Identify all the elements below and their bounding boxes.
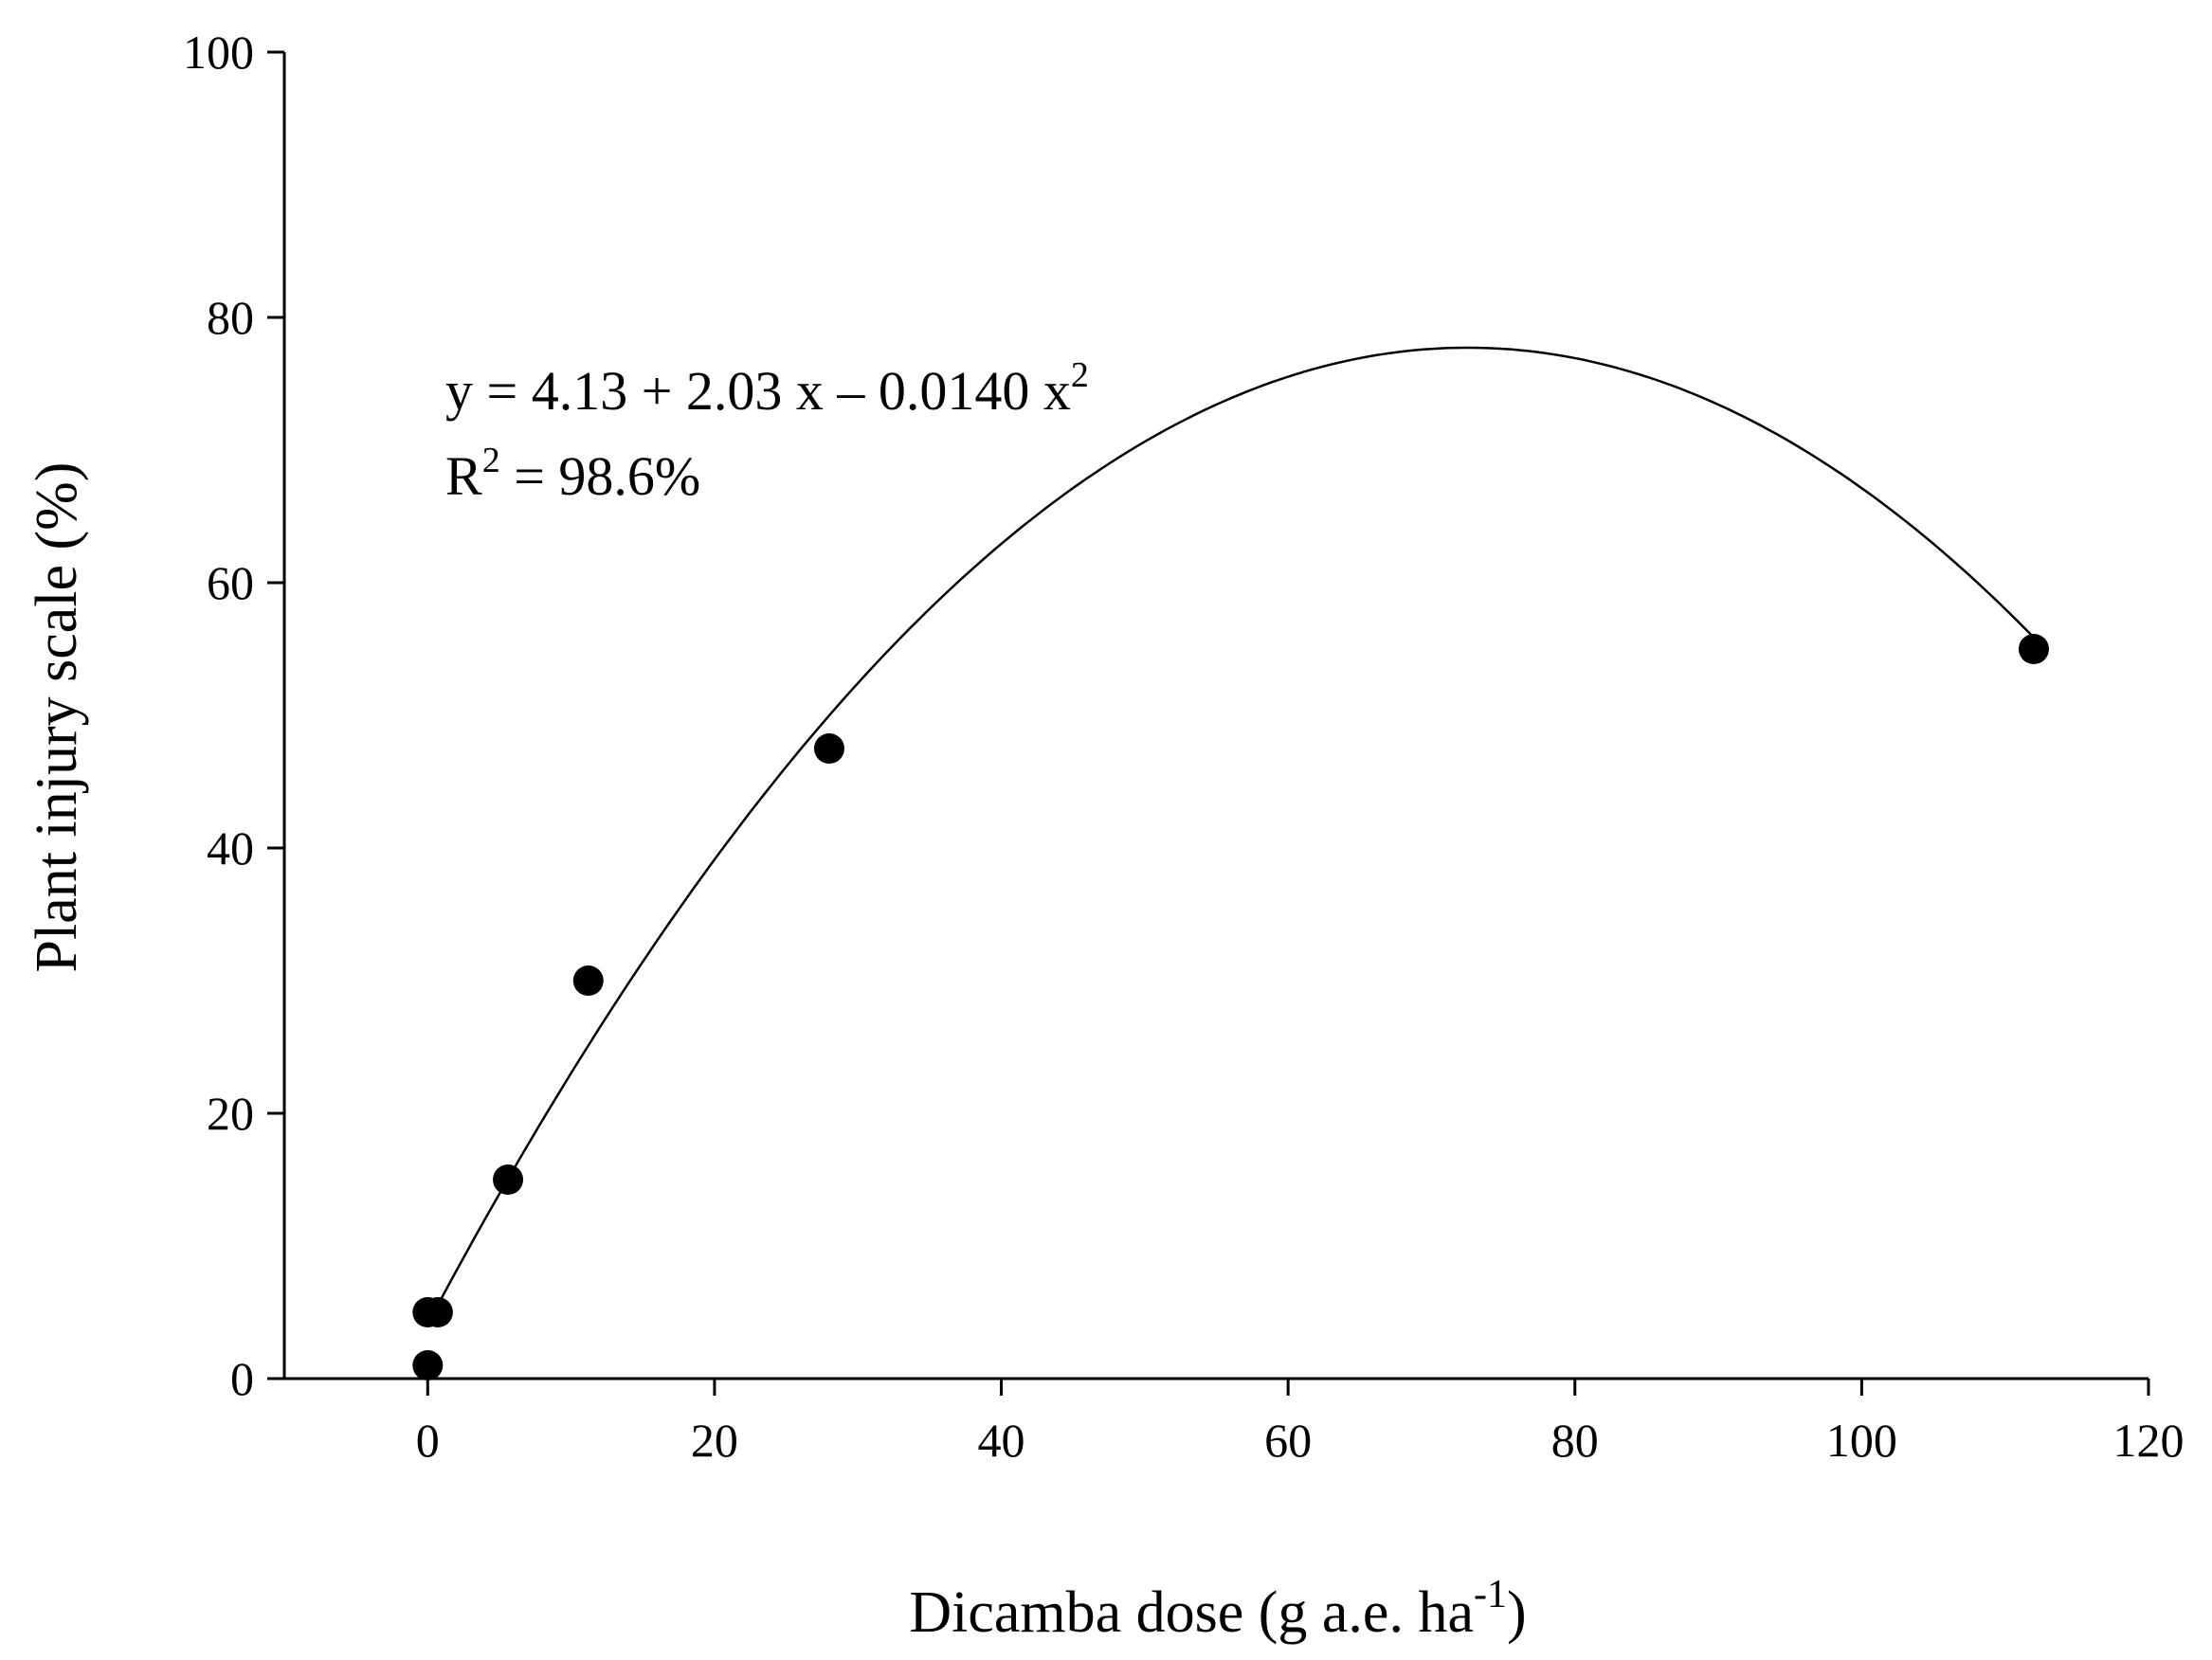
fit-curve	[426, 346, 2035, 1325]
data-point	[572, 965, 604, 996]
y-tick-label: 40	[207, 821, 254, 875]
y-tick-label: 20	[207, 1087, 254, 1140]
data-point	[412, 1350, 444, 1380]
x-tick-label: 120	[2113, 1414, 2185, 1467]
fit-layer	[426, 346, 2035, 1325]
x-tick-label: 80	[1551, 1414, 1599, 1467]
points-layer	[412, 634, 2049, 1380]
y-tick-label: 60	[207, 556, 254, 609]
x-tick-label: 40	[978, 1414, 1025, 1467]
equation-annotation: y = 4.13 + 2.03 x – 0.0140 x2	[445, 355, 1089, 422]
y-tick-label: 80	[207, 291, 254, 344]
data-point	[813, 733, 844, 764]
data-point	[493, 1164, 524, 1195]
r2-annotation: R2 = 98.6%	[445, 441, 700, 507]
r2-superscript: 2	[482, 441, 500, 480]
data-point	[2018, 634, 2049, 664]
x-axis-title-main: Dicamba dose (g a.e. ha	[909, 1580, 1474, 1645]
axes	[282, 52, 2149, 1380]
x-tick-label: 100	[1826, 1414, 1897, 1467]
r2-text: = 98.6%	[500, 445, 701, 507]
y-tick-label: 100	[183, 26, 254, 79]
x-axis-title-tail: )	[1507, 1580, 1527, 1645]
data-point	[422, 1297, 453, 1327]
x-tick-label: 20	[691, 1414, 738, 1467]
x-tick-label: 60	[1264, 1414, 1312, 1467]
equation-superscript: 2	[1071, 355, 1089, 395]
y-axis-title: Plant injury scale (%)	[25, 462, 89, 973]
ticks: 0 20 40 60 80 100 0 20 40 60 80 100 120	[183, 26, 2185, 1467]
x-axis-title: Dicamba dose (g a.e. ha-1)	[909, 1573, 1526, 1645]
r2-base: R	[445, 445, 482, 507]
y-tick-label: 0	[230, 1352, 254, 1405]
x-axis-title-superscript: -1	[1474, 1573, 1507, 1616]
x-tick-label: 0	[416, 1414, 440, 1467]
equation-text: y = 4.13 + 2.03 x – 0.0140 x	[445, 360, 1071, 422]
